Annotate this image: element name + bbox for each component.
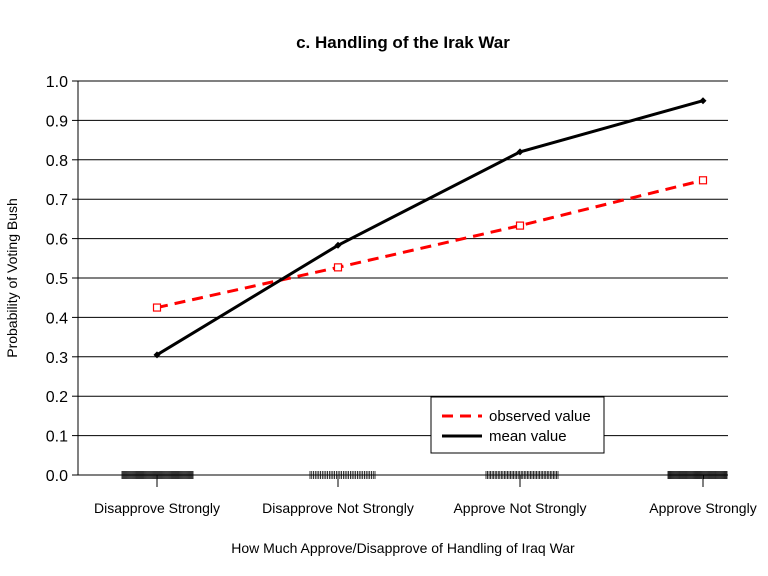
legend: observed value mean value: [430, 396, 605, 454]
legend-label-mean: mean value: [489, 428, 567, 445]
x-tick-label: Disapprove Not Strongly: [262, 500, 414, 516]
data-point-observed: [152, 303, 162, 312]
y-tick-label: 0.2: [46, 389, 68, 406]
y-tick-label: 0.7: [46, 192, 68, 209]
y-tick-label: 1.0: [46, 74, 68, 91]
legend-box: [430, 396, 605, 454]
y-axis-label: Probability of Voting Bush: [4, 198, 20, 358]
series-layer: [152, 97, 708, 359]
y-tick-label: 0.4: [46, 310, 68, 327]
rug-marks: [121, 471, 728, 479]
x-axis-label: How Much Approve/Disapprove of Handling …: [231, 540, 575, 556]
y-tick-label: 0.8: [46, 153, 68, 170]
series-line-observed: [156, 178, 704, 310]
x-tick-label: Disapprove Strongly: [94, 500, 220, 516]
data-point-observed: [698, 176, 708, 185]
legend-label-observed: observed value: [489, 408, 591, 425]
y-axis-ticks: 0.0 0.1 0.2 0.3 0.4 0.5 0.6 0.7 0.8 0.9 1.0: [46, 74, 78, 485]
data-point-mean: [516, 148, 524, 156]
data-point-mean: [699, 97, 707, 105]
data-point-observed: [333, 263, 343, 272]
y-tick-label: 0.1: [46, 429, 68, 446]
x-axis-ticks: Disapprove Strongly Disapprove Not Strong…: [94, 475, 757, 516]
y-tick-label: 0.3: [46, 350, 68, 367]
data-point-observed: [515, 221, 525, 230]
y-tick-label: 0.0: [46, 468, 68, 485]
y-tick-label: 0.6: [46, 232, 68, 249]
data-point-mean: [153, 351, 161, 359]
x-tick-label: Approve Strongly: [649, 500, 756, 516]
x-tick-label: Approve Not Strongly: [453, 500, 586, 516]
gridlines: [78, 80, 728, 437]
data-point-mean: [334, 241, 342, 249]
y-tick-label: 0.5: [46, 271, 68, 288]
series-line-mean: [156, 99, 704, 357]
y-tick-label: 0.9: [46, 113, 68, 130]
chart-title: c. Handling of the Irak War: [296, 33, 510, 52]
